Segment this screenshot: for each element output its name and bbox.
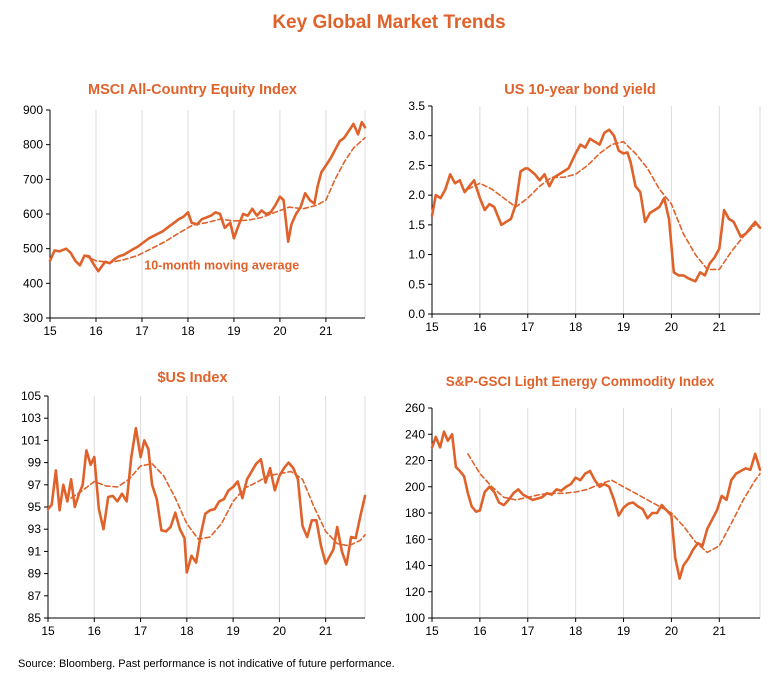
x-tick-label: 20 [665,320,679,334]
x-tick-label: 18 [180,624,194,638]
x-tick-label: 17 [521,624,535,638]
x-tick-label: 17 [521,320,535,334]
x-tick-label: 19 [617,624,631,638]
chart-panel-commodity: S&P-GSCI Light Energy Commodity Index 10… [390,368,770,648]
y-tick-label: 260 [405,401,425,415]
x-tick-label: 21 [319,324,333,338]
chart-bond: 0.0 0.5 1.0 1.5 2.0 2.5 3.0 3.5 15 16 17 18 19 20 21 [408,99,762,334]
x-tick-label: 18 [569,624,583,638]
index-line [430,128,762,283]
y-tick-label: 3.0 [408,129,425,143]
y-tick-label: 140 [405,559,425,573]
x-tick-label: 19 [226,624,240,638]
moving-average-line [70,462,366,547]
y-tick-label: 120 [405,585,425,599]
moving-average-annotation: 10-month moving average [144,258,299,272]
y-tick-label: 105 [21,389,41,403]
y-tick-label: 600 [23,207,43,221]
x-tick-label: 17 [134,624,148,638]
x-tick-label: 21 [713,624,727,638]
y-tick-label: 1.5 [408,218,425,232]
moving-average-line [467,453,761,554]
chart-panel-equity: MSCI All-Country Equity Index 300 400 500 6… [10,78,375,348]
source-note: Source: Bloomberg. Past performance is n… [18,658,395,670]
y-tick-label: 180 [405,506,425,520]
y-tick-label: 95 [28,500,42,514]
y-tick-label: 160 [405,532,425,546]
chart-title-equity: MSCI All-Country Equity Index [88,82,297,98]
x-tick-label: 15 [41,624,55,638]
x-tick-label: 20 [273,624,287,638]
index-line [48,120,367,273]
chart-title-usd: $US Index [157,370,228,386]
y-tick-label: 0.5 [408,277,425,291]
y-tick-label: 100 [405,611,425,625]
y-tick-label: 800 [23,138,43,152]
y-tick-label: 300 [23,311,43,325]
x-tick-label: 16 [473,624,487,638]
y-tick-label: 2.5 [408,158,425,172]
y-tick-label: 85 [28,611,42,625]
y-tick-label: 220 [405,454,425,468]
x-tick-label: 20 [273,324,287,338]
y-tick-label: 87 [28,589,42,603]
chart-usd: 85 87 89 91 93 95 97 99 101 103 105 15 16 17 18 19 20 21 [21,389,367,638]
y-tick-label: 700 [23,172,43,186]
chart-panel-bond: US 10-year bond yield 0.0 0.5 1.0 1.5 2.0 2.5… [390,78,770,348]
x-tick-label: 21 [713,320,727,334]
y-tick-label: 1.0 [408,248,425,262]
y-tick-label: 91 [28,544,42,558]
x-tick-label: 15 [425,624,439,638]
x-tick-label: 18 [569,320,583,334]
y-tick-label: 0.0 [408,307,425,321]
y-tick-label: 2.0 [408,188,425,202]
x-tick-label: 18 [181,324,195,338]
page-title: Key Global Market Trends [272,12,506,33]
x-tick-label: 15 [43,324,57,338]
chart-equity: 300 400 500 600 700 800 900 15 16 17 18 19 20 21 10-mo… [23,103,367,338]
y-tick-label: 500 [23,242,43,256]
y-tick-label: 89 [28,567,42,581]
x-tick-label: 20 [665,624,679,638]
y-tick-label: 900 [23,103,43,117]
x-tick-label: 16 [89,324,103,338]
x-tick-label: 16 [473,320,487,334]
chart-panel-usd: $US Index 85 87 89 91 93 95 97 99 101 103 105 15 16 1… [10,368,375,648]
y-tick-label: 103 [21,411,41,425]
x-tick-label: 21 [319,624,333,638]
y-tick-label: 200 [405,480,425,494]
chart-title-bond: US 10-year bond yield [504,82,656,98]
index-line [430,430,762,580]
x-tick-label: 17 [135,324,149,338]
chart-commodity: 100 120 140 160 180 200 220 240 260 15 16 17 18 19 20 2… [405,401,762,638]
index-line [46,426,367,574]
x-tick-label: 19 [227,324,241,338]
y-tick-label: 99 [28,456,42,470]
moving-average-line [83,136,366,264]
y-tick-label: 240 [405,427,425,441]
y-tick-label: 97 [28,478,42,492]
y-tick-label: 93 [28,522,42,536]
x-tick-label: 15 [425,320,439,334]
x-tick-label: 16 [88,624,102,638]
y-tick-label: 3.5 [408,99,425,113]
y-tick-label: 101 [21,433,41,447]
moving-average-line [467,140,756,271]
y-tick-label: 400 [23,276,43,290]
chart-title-commodity: S&P-GSCI Light Energy Commodity Index [445,374,715,389]
x-tick-label: 19 [617,320,631,334]
